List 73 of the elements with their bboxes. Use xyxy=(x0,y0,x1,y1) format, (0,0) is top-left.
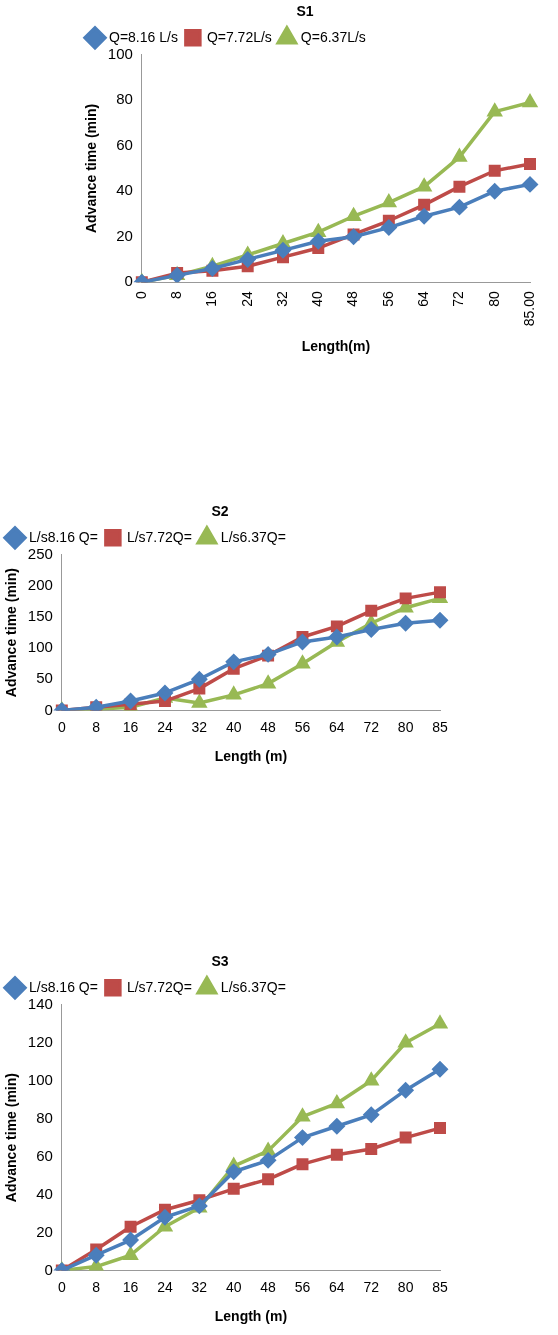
y-axis-title: Advance time (min) xyxy=(83,103,100,234)
x-tick-label: 16 xyxy=(203,290,220,307)
legend-label: Q=7.72L/s xyxy=(206,28,272,45)
x-tick-label: 64 xyxy=(329,718,345,735)
y-tick-label: 100 xyxy=(27,1070,53,1088)
legend-label: Q=6.37L/s xyxy=(300,28,366,45)
y-tick-label: 120 xyxy=(27,1032,53,1050)
y-tick-label: 100 xyxy=(27,638,53,656)
x-tick-label: 85.00 xyxy=(520,290,537,327)
x-axis-title: Length (m) xyxy=(214,748,288,765)
x-axis-title: Length (m) xyxy=(214,1308,288,1325)
x-tick-label: 0 xyxy=(57,718,66,735)
x-tick-label: 80 xyxy=(397,1278,414,1295)
x-tick-label: 16 xyxy=(122,1278,139,1295)
x-tick-label: 85 xyxy=(432,718,448,735)
y-tick-label: 40 xyxy=(116,181,133,199)
y-tick-label: 50 xyxy=(36,669,53,687)
legend-label: L/s7.72Q= xyxy=(126,978,192,995)
y-axis-title: Advance time (min) xyxy=(3,568,20,698)
x-tick-label: 40 xyxy=(309,290,326,307)
x-tick-label: 24 xyxy=(238,290,255,307)
chart-title: S2 xyxy=(211,503,229,520)
x-tick-label: 0 xyxy=(57,1278,66,1295)
x-tick-label: 56 xyxy=(294,1278,311,1295)
y-tick-label: 60 xyxy=(116,135,133,153)
y-tick-label: 80 xyxy=(116,90,133,108)
x-tick-label: 24 xyxy=(157,718,173,735)
chart-title: S1 xyxy=(296,3,314,20)
legend-label: L/s6.37Q= xyxy=(220,978,286,995)
x-tick-label: 72 xyxy=(363,1278,380,1295)
x-tick-label: 0 xyxy=(132,290,149,299)
x-tick-label: 80 xyxy=(485,290,502,307)
y-tick-label: 20 xyxy=(36,1222,53,1240)
y-tick-label: 250 xyxy=(27,544,53,562)
y-tick-label: 140 xyxy=(27,994,53,1012)
chart-title: S3 xyxy=(211,953,229,970)
x-tick-label: 24 xyxy=(157,1278,173,1295)
x-tick-label: 85 xyxy=(432,1278,448,1295)
x-tick-label: 56 xyxy=(379,290,396,307)
x-tick-label: 32 xyxy=(191,718,208,735)
x-tick-label: 80 xyxy=(397,718,414,735)
x-axis-title: Length(m) xyxy=(301,338,371,355)
legend-label: Q=8.16 L/s xyxy=(109,28,178,45)
y-tick-label: 150 xyxy=(27,607,53,625)
x-tick-label: 40 xyxy=(225,1278,242,1295)
x-tick-label: 32 xyxy=(191,1278,208,1295)
x-tick-label: 48 xyxy=(260,718,277,735)
x-tick-label: 8 xyxy=(92,1278,101,1295)
legend-label: L/s8.16 Q= xyxy=(29,978,98,995)
y-tick-label: 60 xyxy=(36,1146,53,1164)
y-tick-label: 40 xyxy=(36,1184,53,1202)
x-tick-label: 32 xyxy=(273,290,290,307)
x-tick-label: 40 xyxy=(225,718,242,735)
y-tick-label: 0 xyxy=(44,1260,53,1278)
y-axis-title: Advance time (min) xyxy=(3,1073,20,1203)
x-tick-label: 64 xyxy=(414,290,431,307)
x-tick-label: 72 xyxy=(363,718,380,735)
x-tick-label: 8 xyxy=(167,290,184,299)
legend-label: L/s8.16 Q= xyxy=(29,528,98,545)
y-tick-label: 200 xyxy=(27,576,53,594)
y-tick-label: 0 xyxy=(44,700,53,718)
x-tick-label: 48 xyxy=(344,290,361,307)
x-tick-label: 56 xyxy=(294,718,311,735)
legend-label: L/s6.37Q= xyxy=(220,528,286,545)
y-tick-label: 100 xyxy=(107,44,133,62)
legend-label: L/s7.72Q= xyxy=(126,528,192,545)
x-tick-label: 8 xyxy=(92,718,101,735)
x-tick-label: 48 xyxy=(260,1278,277,1295)
x-tick-label: 64 xyxy=(329,1278,345,1295)
x-tick-label: 16 xyxy=(122,718,139,735)
y-tick-label: 20 xyxy=(116,226,133,244)
x-tick-label: 72 xyxy=(450,290,467,307)
y-tick-label: 80 xyxy=(36,1108,53,1126)
